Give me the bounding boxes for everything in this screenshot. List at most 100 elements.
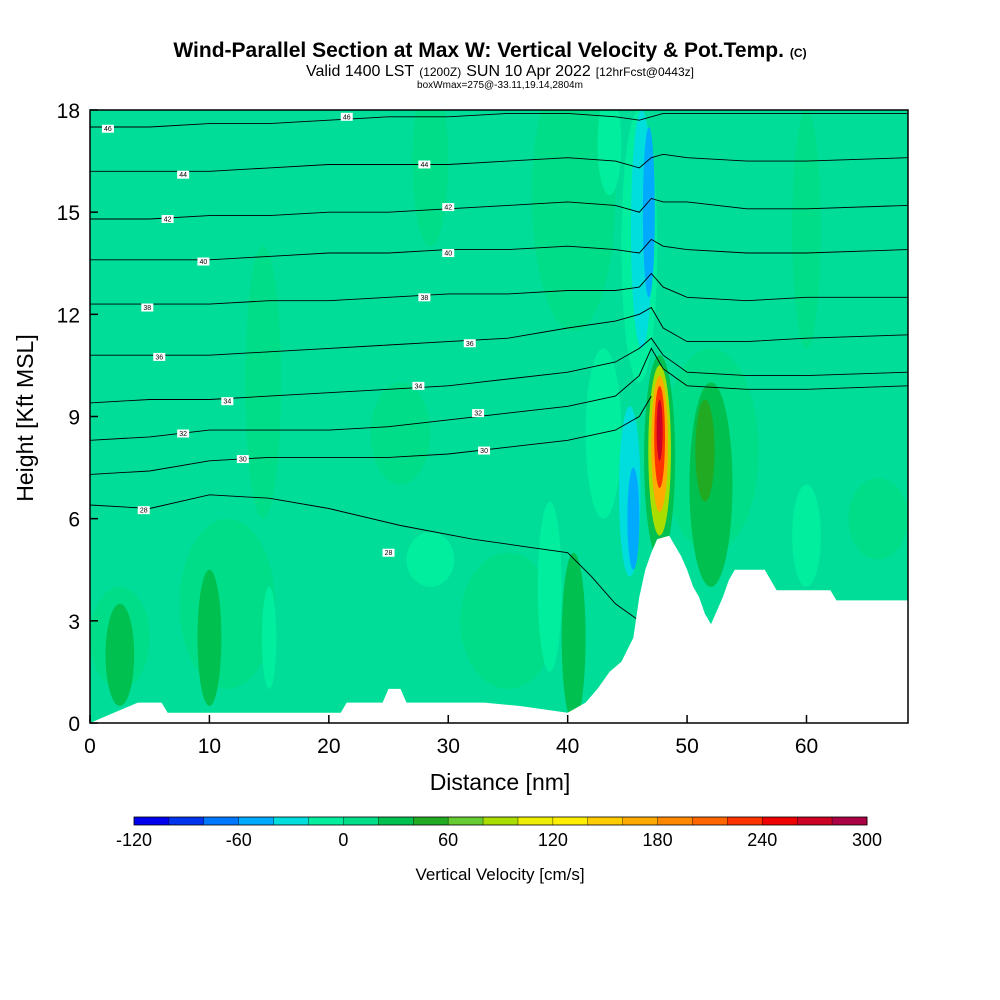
w-region-2 (245, 246, 282, 519)
contour-label-bg (141, 303, 154, 312)
colorbar-bin-10 (483, 817, 519, 825)
plot-area: 2828303032323434363638384040424244444646… (57, 100, 909, 758)
colorbar-bin-12 (552, 817, 589, 825)
contour-label-bg (153, 352, 166, 361)
contour-label-bg (442, 249, 455, 258)
colorbar-bin-4 (273, 817, 310, 825)
valid-date: SUN 10 Apr 2022 (466, 63, 591, 80)
contour-label-bg (161, 214, 174, 223)
contour-label-bg (340, 112, 353, 121)
vertical-velocity-field (90, 110, 908, 723)
colorbar-bin-20 (832, 817, 868, 825)
contour-label-44-1: 44 (420, 162, 428, 169)
contour-label-42-0: 42 (164, 216, 172, 223)
theta-contour-36 (90, 306, 908, 356)
colorbar-bin-14 (622, 817, 659, 825)
y-tick-label-15: 15 (57, 202, 80, 225)
contour-label-30-1: 30 (480, 448, 488, 455)
theta-contour-40 (90, 238, 908, 261)
w-region-4 (105, 603, 135, 706)
theta-contour-46 (90, 112, 908, 128)
contour-label-46-1: 46 (343, 114, 351, 121)
contour-label-bg (442, 203, 455, 212)
x-axis-label: Distance [nm] (430, 769, 571, 795)
theta-contour-32 (90, 347, 908, 441)
w-region-25 (627, 467, 640, 570)
colorbar-bin-6 (343, 817, 379, 825)
w-region-12 (695, 399, 715, 502)
colorbar-bin-17 (727, 817, 763, 825)
colorbar-bin-15 (657, 817, 693, 825)
colorbar-frame (133, 816, 868, 826)
colorbar-tick--120: -120 (116, 830, 152, 850)
w-region-14 (848, 477, 908, 560)
contour-label-38-1: 38 (420, 295, 428, 302)
contour-label-bg (463, 339, 476, 348)
theta-contours: 28 28 30 30 32 32 34 34 36 36 38 38 40 40 42 42 44 44 46 46 (90, 112, 908, 622)
contour-label-bg (382, 548, 395, 557)
w-region-0 (531, 110, 616, 332)
contour-label-30-0: 30 (239, 457, 247, 464)
contour-label-bg (137, 506, 150, 515)
x-tick-label-20: 20 (317, 735, 340, 758)
w-region-30 (656, 399, 663, 461)
x-tick-label-30: 30 (437, 735, 460, 758)
colorbar-tick-300: 300 (852, 830, 882, 850)
y-tick-label-6: 6 (68, 509, 80, 532)
theta-contour-30 (90, 395, 652, 475)
colorbar-bin-11 (517, 817, 554, 825)
x-tick-label-40: 40 (556, 735, 579, 758)
contour-label-34-1: 34 (414, 383, 422, 390)
w-region-17 (537, 501, 562, 672)
y-tick-label-3: 3 (68, 611, 80, 634)
w-region-6 (197, 569, 222, 706)
title-main: Wind-Parallel Section at Max W: Vertical… (173, 39, 784, 62)
y-tick-label-9: 9 (68, 407, 80, 430)
colorbar-bin-3 (238, 817, 275, 825)
w-region-19 (792, 484, 821, 587)
colorbar-bin-8 (413, 817, 449, 825)
x-axis-ticks: 0 10 20 30 40 50 60 (84, 715, 818, 758)
contour-label-36-0: 36 (155, 354, 163, 361)
contour-label-38-0: 38 (143, 305, 151, 312)
colorbar-bin-16 (692, 817, 728, 825)
w-region-18 (597, 110, 622, 196)
contour-label-bg (418, 293, 431, 302)
y-tick-label-12: 12 (57, 304, 80, 327)
valid-line: Valid 1400 LST (1200Z) SUN 10 Apr 2022 [12h… (306, 63, 694, 80)
chart-title: Wind-Parallel Section at Max W: Vertical… (173, 39, 806, 62)
theta-contour-34 (90, 337, 908, 404)
colorbar-bin-9 (448, 817, 484, 825)
contour-label-42-1: 42 (444, 205, 452, 212)
contour-label-bg (472, 409, 485, 418)
terrain-mask (90, 535, 908, 723)
colorbar-bin-2 (203, 817, 240, 825)
y-axis-ticks: 0 3 6 9 12 15 18 (57, 100, 98, 736)
terrain (90, 535, 908, 723)
w-region-7 (370, 382, 431, 485)
w-region-9 (561, 552, 586, 723)
colorbar-tick-240: 240 (747, 830, 777, 850)
colorbar-bin-5 (308, 817, 344, 825)
contour-label-36-1: 36 (466, 341, 474, 348)
w-region-8 (460, 552, 556, 689)
valid-time: Valid 1400 LST (306, 63, 414, 80)
x-tick-label-0: 0 (84, 735, 96, 758)
colorbar-tick--60: -60 (226, 830, 252, 850)
valid-utc: (1200Z) (419, 65, 461, 79)
colorbar-bin-0 (134, 817, 170, 825)
contour-label-44-0: 44 (179, 172, 187, 179)
contour-label-bg (177, 429, 190, 438)
w-region-20 (585, 348, 622, 519)
w-region-1 (412, 110, 449, 247)
contour-label-bg (197, 257, 210, 266)
contour-label-28-0: 28 (140, 508, 148, 515)
contour-label-bg (418, 160, 431, 169)
colorbar: -120 -60 0 60 120 180 240 300 (116, 816, 882, 850)
contour-label-bg (478, 446, 491, 455)
forecast-info: [12hrFcst@0443z] (596, 65, 694, 79)
colorbar-tick-120: 120 (538, 830, 568, 850)
theta-contour-44 (90, 153, 908, 172)
colorbar-bin-1 (168, 817, 205, 825)
